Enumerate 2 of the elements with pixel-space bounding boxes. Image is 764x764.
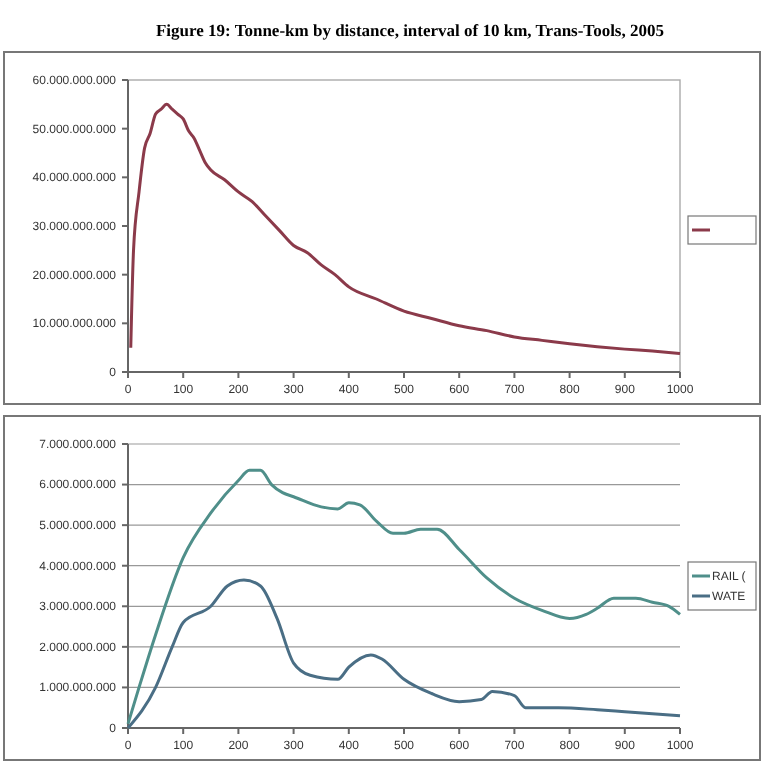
line-series [129, 102, 682, 356]
chart-title: Figure 19: Tonne-km by distance, interval of 10 km, Trans-Tools, 2005 [155, 20, 665, 40]
